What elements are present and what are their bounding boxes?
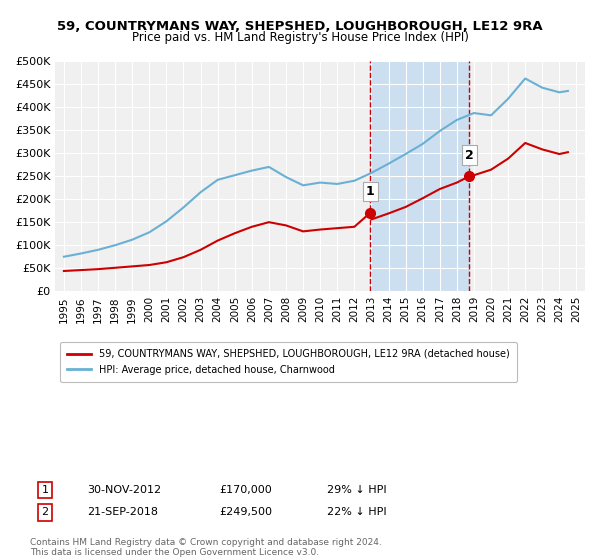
- Text: 2: 2: [41, 507, 49, 517]
- Text: £249,500: £249,500: [219, 507, 272, 517]
- Text: 2: 2: [465, 148, 473, 162]
- Text: Price paid vs. HM Land Registry's House Price Index (HPI): Price paid vs. HM Land Registry's House …: [131, 31, 469, 44]
- Text: £170,000: £170,000: [219, 485, 272, 495]
- Text: 22% ↓ HPI: 22% ↓ HPI: [327, 507, 386, 517]
- Text: 1: 1: [41, 485, 49, 495]
- Legend: 59, COUNTRYMANS WAY, SHEPSHED, LOUGHBOROUGH, LE12 9RA (detached house), HPI: Ave: 59, COUNTRYMANS WAY, SHEPSHED, LOUGHBORO…: [60, 342, 517, 381]
- Bar: [370, 61, 469, 291]
- Text: 1: 1: [365, 185, 374, 198]
- Text: 30-NOV-2012: 30-NOV-2012: [87, 485, 161, 495]
- Text: 59, COUNTRYMANS WAY, SHEPSHED, LOUGHBOROUGH, LE12 9RA: 59, COUNTRYMANS WAY, SHEPSHED, LOUGHBORO…: [57, 20, 543, 32]
- Text: Contains HM Land Registry data © Crown copyright and database right 2024.
This d: Contains HM Land Registry data © Crown c…: [30, 538, 382, 557]
- Text: 21-SEP-2018: 21-SEP-2018: [87, 507, 158, 517]
- Text: 29% ↓ HPI: 29% ↓ HPI: [327, 485, 386, 495]
